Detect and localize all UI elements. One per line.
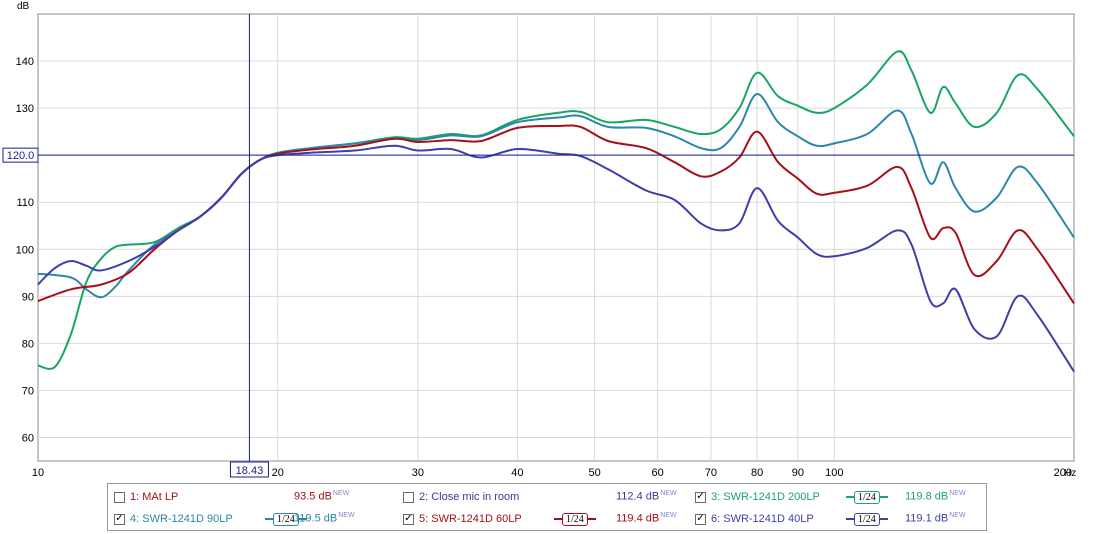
y-tick-label: 60 [22,432,34,444]
plot-area[interactable] [37,13,1075,462]
legend-checkbox[interactable]: ✓ [695,491,706,503]
x-tick-label: 10 [32,467,44,479]
x-axis-unit: Hz [1064,468,1076,479]
legend-checkbox[interactable]: ✓ [403,513,414,525]
x-tick-label: 100 [825,467,843,479]
legend-value-text: 119.1 dB [905,512,949,525]
frequency-response-chart[interactable]: 60708090100110120130140 1020304050607080… [0,0,1095,480]
smoothing-label: 1/24 [854,490,880,504]
legend-label: 5: SWR-1241D 60LP [419,513,522,525]
x-axis: 10 20 30 40 50 60 70 80 90 100 200 [32,467,1072,479]
smoothing-line-left [846,496,854,498]
x-tick-label: 70 [705,467,717,479]
y-tick-label: 70 [22,385,34,397]
cursor-x-readout-box [229,461,269,478]
smoothing-line-left [846,518,854,520]
y-axis-label: dB [17,1,30,12]
legend-entry[interactable]: 1: MAt LP [114,487,178,507]
y-tick-label: 80 [22,338,34,350]
legend-checkbox[interactable]: ✓ [695,513,706,525]
legend-value: 112.4 dBNEW [616,490,677,503]
grid [38,14,1074,461]
new-badge: NEW [660,512,677,519]
y-tick-label: 110 [16,197,34,209]
legend-value: 93.5 dBNEW [294,490,349,503]
smoothing-label: 1/24 [562,512,588,526]
smoothing-indicator[interactable]: 1/24 [265,512,307,526]
smoothing-line-right [587,518,596,520]
smoothing-indicator[interactable]: 1/24 [846,490,888,504]
x-tick-label: 30 [412,467,424,479]
cursor-y-readout-box [2,147,39,163]
x-tick-label: 200 [1054,467,1072,479]
x-tick-label: 20 [272,467,284,479]
smoothing-label: 1/24 [854,512,880,526]
legend-entry[interactable]: ✓ 6: SWR-1241D 40LP [695,509,814,529]
legend-checkbox[interactable] [403,491,414,503]
y-tick-label: 90 [22,291,34,303]
legend-value: 119.8 dBNEW [905,490,966,503]
legend-panel: 1: MAt LP 93.5 dBNEW 2: Close mic in room 1… [107,483,987,531]
smoothing-line-left [554,518,562,520]
cursor[interactable]: 18.43 120.0 [2,14,1074,478]
legend-value-text: 112.4 dB [616,490,660,503]
x-tick-label: 40 [511,467,523,479]
y-tick-label: 130 [16,103,34,115]
y-tick-label: 140 [16,56,34,68]
new-badge: NEW [332,490,350,497]
legend-value-text: 93.5 dB [294,490,332,503]
x-tick-label: 90 [792,467,804,479]
series-line-6 [37,144,1075,373]
legend-entry[interactable]: 2: Close mic in room [403,487,519,507]
smoothing-line-right [879,518,888,520]
smoothing-line-right [879,496,888,498]
legend-value: 119.1 dBNEW [905,512,966,525]
new-badge: NEW [949,512,966,519]
legend-value: 119.5 dBNEW [294,512,355,525]
legend-value-text: 119.5 dB [294,512,338,525]
legend-checkbox[interactable]: ✓ [114,513,125,525]
legend-value-text: 119.4 dB [616,512,660,525]
smoothing-label: 1/24 [273,512,299,526]
x-tick-label: 80 [751,467,763,479]
legend-label: 2: Close mic in room [419,491,520,503]
legend-value-text: 119.8 dB [905,490,949,503]
legend-value: 119.4 dBNEW [616,512,677,525]
y-tick-label: 100 [16,244,34,256]
legend-entry[interactable]: ✓ 3: SWR-1241D 200LP [695,487,820,507]
y-axis: 60708090100110120130140 [16,56,34,444]
smoothing-indicator[interactable]: 1/24 [554,512,596,526]
new-badge: NEW [949,490,966,497]
smoothing-line-right [298,518,307,520]
cursor-x-readout: 18.43 [236,465,264,477]
legend-checkbox[interactable] [114,491,125,503]
smoothing-indicator[interactable]: 1/24 [846,512,888,526]
cursor-y-readout: 120.0 [7,150,35,162]
legend-entry[interactable]: ✓ 4: SWR-1241D 90LP [114,509,233,529]
x-tick-label: 60 [652,467,664,479]
legend-label: 4: SWR-1241D 90LP [130,513,233,525]
smoothing-line-left [265,518,273,520]
new-badge: NEW [338,512,355,519]
legend-label: 6: SWR-1241D 40LP [711,513,814,525]
new-badge: NEW [660,490,677,497]
legend-entry[interactable]: ✓ 5: SWR-1241D 60LP [403,509,522,529]
legend-label: 1: MAt LP [130,491,179,503]
series-group [37,50,1075,373]
legend-label: 3: SWR-1241D 200LP [711,491,820,503]
x-tick-label: 50 [588,467,600,479]
